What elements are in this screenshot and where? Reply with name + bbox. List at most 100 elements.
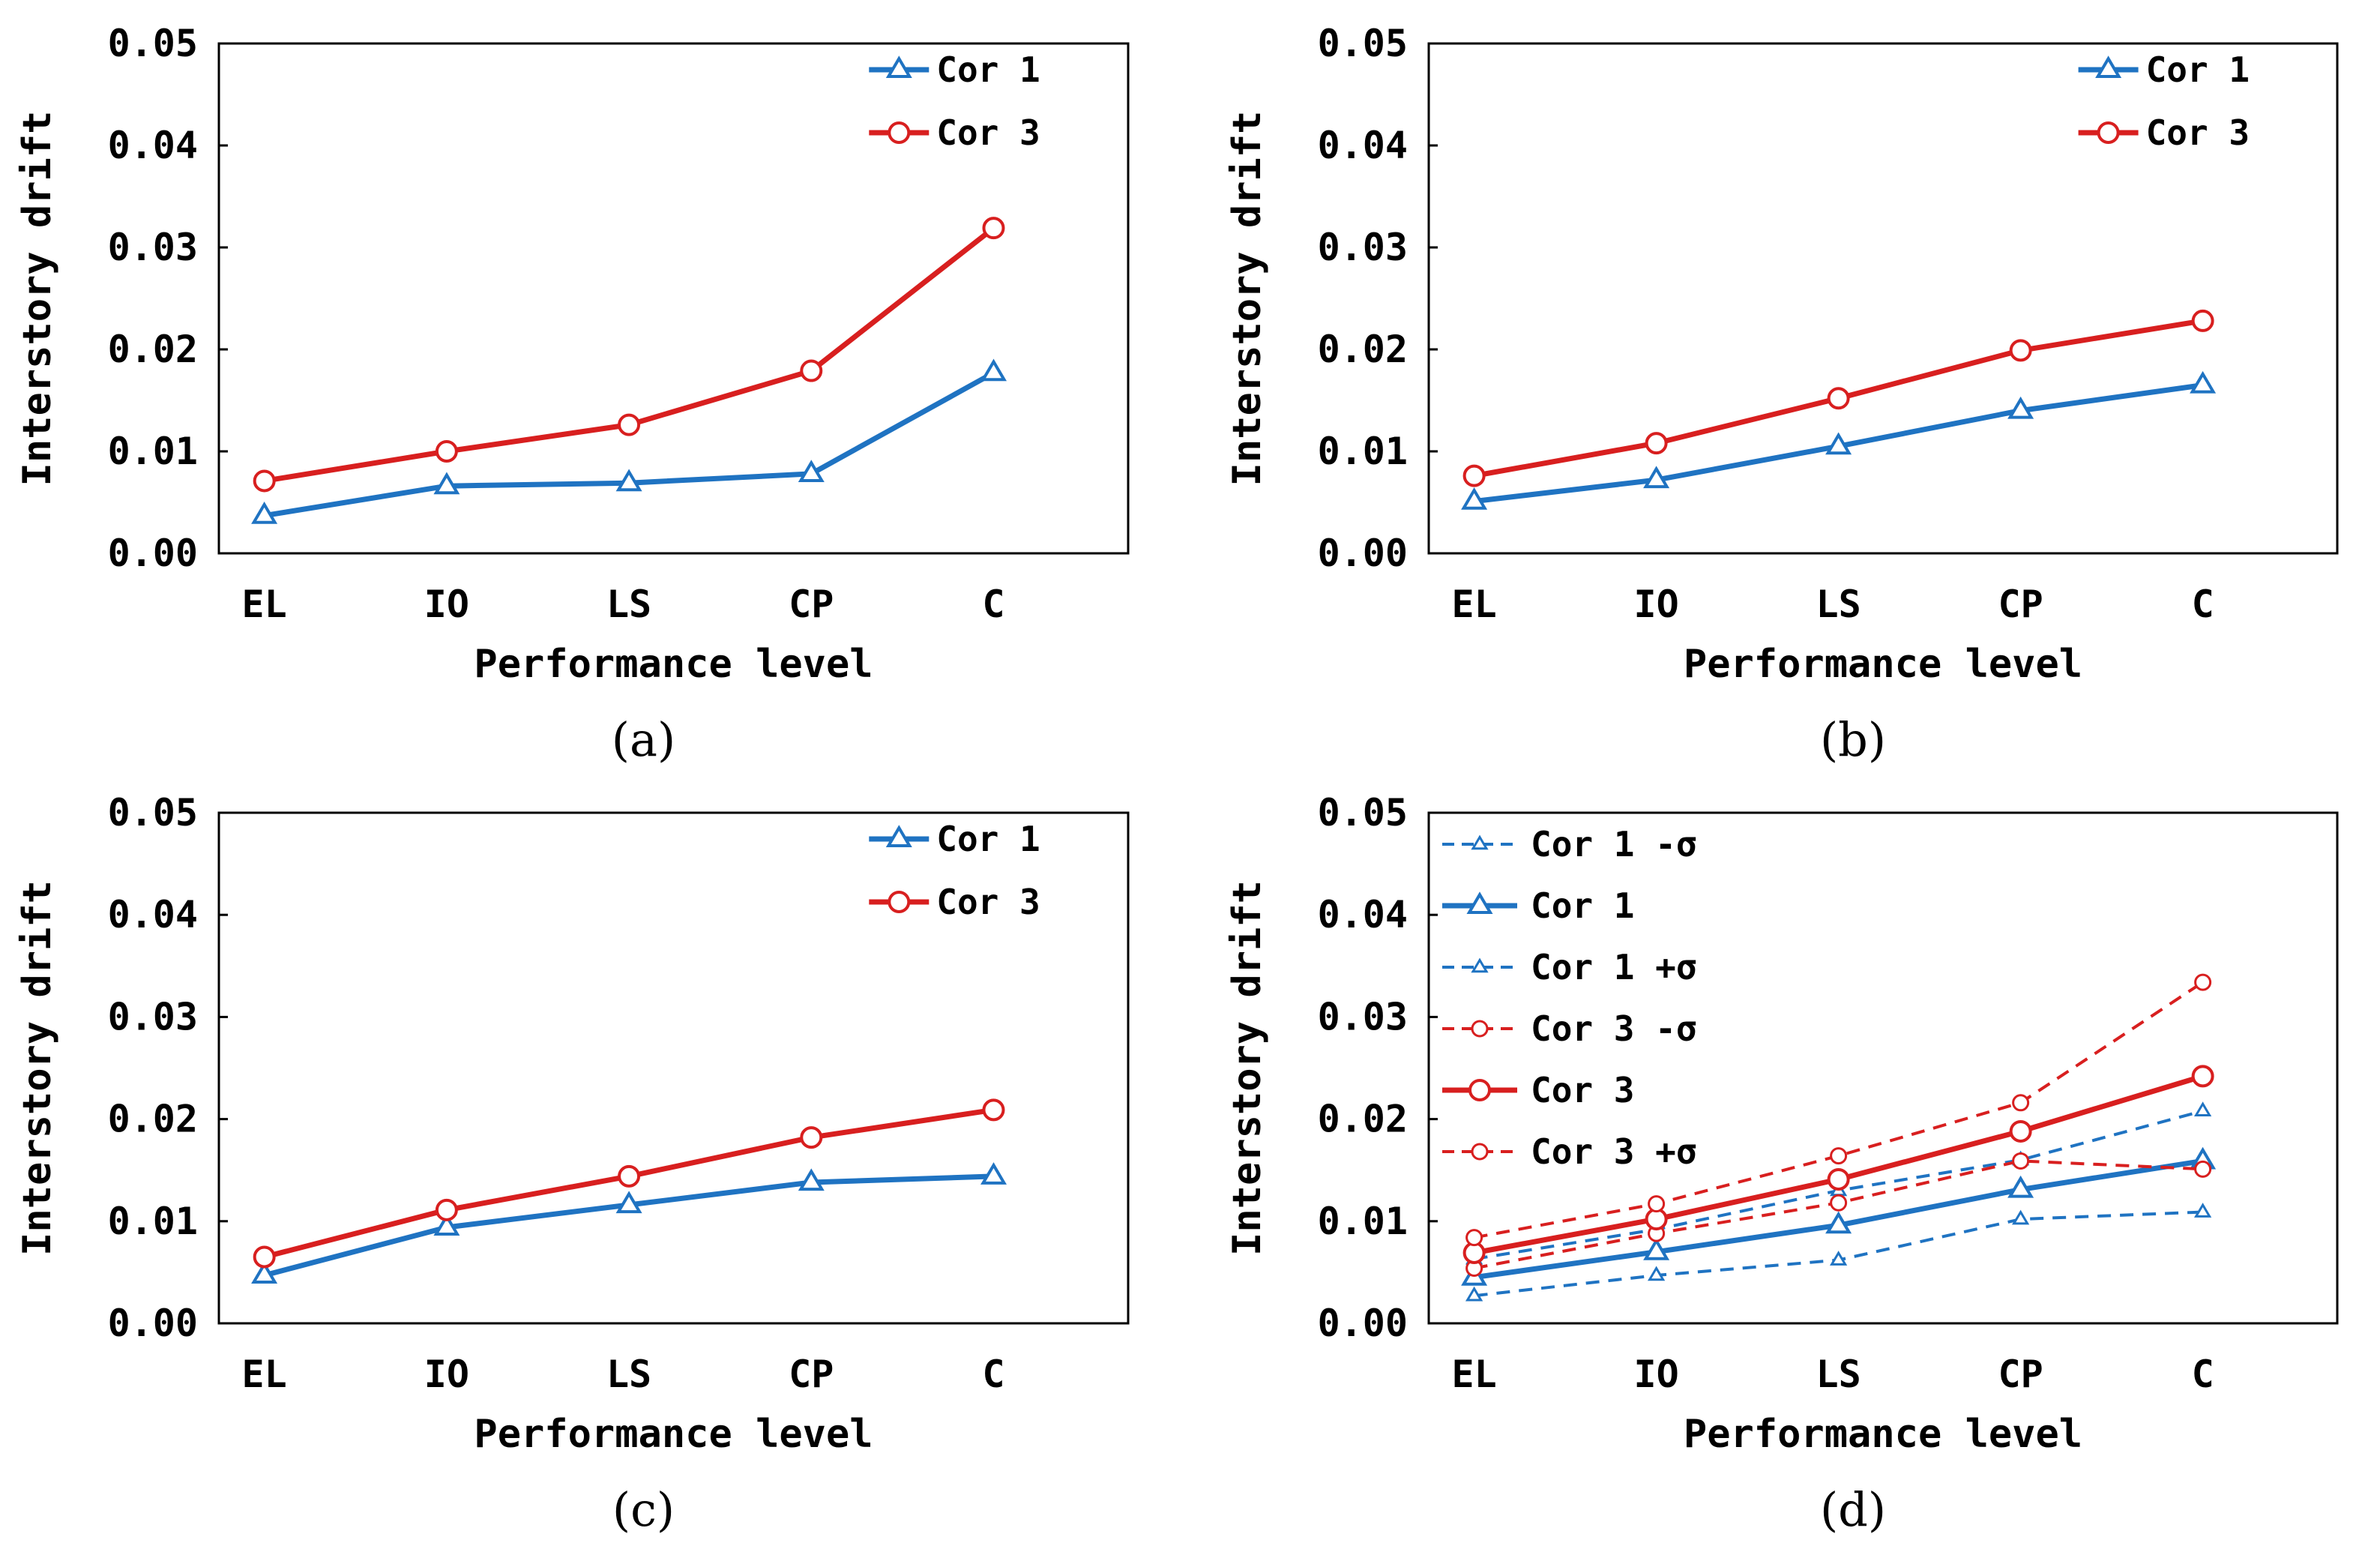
panel-d-x-axis-title: Performance level <box>1684 1412 2082 1457</box>
panel-c-legend-marker <box>888 891 911 913</box>
panel-b-y-tick-label: 0.03 <box>1318 226 1408 269</box>
panel-a-data-point <box>618 413 641 436</box>
panel-b-x-tick-label: LS <box>1816 583 1861 626</box>
panel-c-data-point <box>980 1162 1007 1185</box>
panel-c-x-tick-label: C <box>982 1353 1004 1396</box>
panel-d-data-point <box>1830 1194 1848 1212</box>
panel-a-data-point <box>798 460 825 482</box>
panel-d-series-line-5 <box>1474 981 2204 1239</box>
panel-d-data-point <box>1825 1211 1852 1234</box>
panel-b-y-tick-label: 0.01 <box>1318 430 1408 473</box>
panel-c-data-point <box>433 1213 460 1236</box>
panel-b-legend-label: Cor 1 <box>2146 49 2250 90</box>
panel-a-y-axis-title: Interstory drift <box>15 111 60 487</box>
panel-c-data-point <box>800 1126 823 1149</box>
panel-d-data-point <box>1827 1167 1850 1191</box>
panel-b-legend-label: Cor 3 <box>2146 112 2250 153</box>
panel-a-plot-frame <box>217 42 1130 555</box>
panel-d-y-tick-label: 0.02 <box>1318 1098 1408 1141</box>
panel-c-y-tick-label: 0.03 <box>108 995 198 1038</box>
panel-d-y-axis-title: Interstory drift <box>1225 880 1270 1256</box>
panel-a-data-point <box>433 472 460 495</box>
panel-c-data-point <box>982 1098 1005 1122</box>
panel-d-legend-label: Cor 1 +σ <box>1531 947 1697 987</box>
panel-a-y-tick-label: 0.03 <box>108 226 198 269</box>
panel-b-x-tick-label: C <box>2192 583 2214 626</box>
panel-d-legend-label: Cor 3 -σ <box>1531 1008 1697 1049</box>
panel-d-legend-marker <box>1471 1020 1489 1038</box>
panel-a-y-tick-label: 0.01 <box>108 430 198 473</box>
panel-c-y-tick-label: 0.01 <box>108 1200 198 1243</box>
panel-b-y-tick-label: 0.05 <box>1318 22 1408 65</box>
panel-c-x-axis-title: Performance level <box>474 1412 873 1457</box>
panel-d-data-point <box>1829 1251 1848 1266</box>
panel-a-series-line-1 <box>264 226 995 484</box>
panel-d-label: (d) <box>1820 1482 1886 1537</box>
panel-d-data-point <box>1830 1147 1848 1165</box>
panel-d-data-point <box>1648 1195 1666 1213</box>
panel-b-x-tick-label: CP <box>1998 583 2043 626</box>
panel-d-data-point <box>2193 1101 2212 1116</box>
panel-c-x-tick-label: CP <box>789 1353 834 1396</box>
panel-c-data-point <box>435 1198 458 1221</box>
panel-a-y-tick-label: 0.04 <box>108 124 198 167</box>
panel-b-y-tick-label: 0.02 <box>1318 328 1408 371</box>
panel-d-y-tick-label: 0.03 <box>1318 995 1408 1038</box>
panel-a-data-point <box>982 217 1005 240</box>
panel-c-y-tick-label: 0.04 <box>108 893 198 936</box>
panel-b-x-axis-title: Performance level <box>1684 642 2082 687</box>
panel-c-legend-marker <box>885 825 912 847</box>
panel-a-x-tick-label: C <box>982 583 1004 626</box>
panel-d-y-tick-label: 0.05 <box>1318 791 1408 834</box>
panel-b-data-point <box>1827 387 1850 410</box>
panel-d-x-tick-label: C <box>2192 1353 2214 1396</box>
panel-a-legend-marker <box>888 121 911 144</box>
panel-b-data-point <box>1462 464 1486 487</box>
panel-b-data-point <box>2007 396 2034 419</box>
panel-a-data-point <box>800 359 823 382</box>
panel-a-y-tick-label: 0.05 <box>108 22 198 65</box>
panel-b-data-point <box>1825 432 1852 455</box>
panel-b-data-point <box>1645 432 1668 455</box>
panel-c-x-tick-label: LS <box>606 1353 651 1396</box>
panel-d-legend-label: Cor 3 +σ <box>1531 1131 1697 1172</box>
panel-b-plot-frame <box>1427 42 2339 555</box>
panel-a-data-point <box>980 358 1007 382</box>
panel-c-data-point <box>798 1168 825 1191</box>
panel-a-x-axis-title: Performance level <box>474 642 873 687</box>
panel-d-data-point <box>1465 1229 1483 1247</box>
panel-d-x-tick-label: LS <box>1816 1353 1861 1396</box>
panel-b-x-tick-label: EL <box>1451 583 1496 626</box>
panel-d-data-point <box>2194 973 2212 991</box>
panel-c-label: (c) <box>612 1482 675 1537</box>
panel-a-data-point <box>615 469 642 492</box>
panel-b-data-point <box>2009 339 2032 362</box>
panel-d-y-tick-label: 0.01 <box>1318 1200 1408 1243</box>
panel-b-data-point <box>2190 370 2217 394</box>
panel-c-y-tick-label: 0.00 <box>108 1302 198 1345</box>
panel-c-plot-frame <box>217 811 1130 1325</box>
panel-d-data-point <box>1647 1266 1666 1281</box>
panel-d-legend-label: Cor 3 <box>1531 1070 1634 1110</box>
panel-a-series-line-0 <box>264 370 995 519</box>
panel-c-y-tick-label: 0.02 <box>108 1098 198 1141</box>
panel-a-x-tick-label: LS <box>606 583 651 626</box>
panel-d-data-point <box>2194 1160 2212 1178</box>
panel-c-x-tick-label: IO <box>424 1353 469 1396</box>
panel-b-x-tick-label: IO <box>1633 583 1678 626</box>
panel-d-legend-marker <box>1468 1079 1491 1101</box>
panel-a-x-tick-label: CP <box>789 583 834 626</box>
panel-b-data-point <box>1643 466 1670 489</box>
panel-d-data-point <box>2012 1152 2030 1170</box>
panel-a-legend-marker <box>885 55 912 78</box>
panel-a-data-point <box>435 440 458 463</box>
panel-d-data-point <box>2009 1119 2032 1143</box>
panel-b-label: (b) <box>1820 712 1886 767</box>
panel-d-x-tick-label: CP <box>1998 1353 2043 1396</box>
panel-a-x-tick-label: EL <box>242 583 287 626</box>
panel-a-y-tick-label: 0.00 <box>108 532 198 575</box>
panel-a-data-point <box>253 469 276 493</box>
panel-b-data-point <box>2191 309 2214 332</box>
panel-b-legend-marker <box>2097 121 2120 144</box>
